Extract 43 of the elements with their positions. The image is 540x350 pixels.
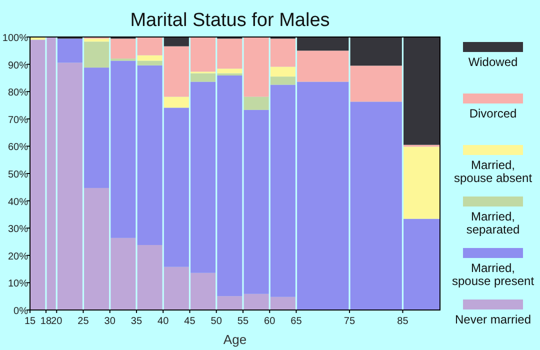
legend-label: Married, spouse present	[452, 261, 535, 288]
bar	[270, 66, 296, 77]
y-tick-label: 100%	[2, 33, 28, 44]
y-tick-label: 0%	[14, 306, 28, 317]
y-tick-label: 40%	[8, 196, 28, 208]
legend-label: Divorced	[469, 106, 517, 120]
y-tick-label: 80%	[8, 88, 28, 99]
bar	[110, 38, 136, 59]
bar	[270, 76, 296, 85]
x-tick-label: 35	[130, 316, 142, 327]
y-tick-label: 60%	[8, 142, 28, 154]
y-tick-label: 90%	[8, 60, 28, 72]
y-tick-label: 70%	[8, 114, 28, 126]
x-tick-label: 65	[290, 316, 302, 327]
bar	[137, 55, 162, 61]
bar	[84, 38, 110, 42]
legend-label: Married, spouse absent	[454, 158, 533, 185]
legend-label: Married, separated	[466, 210, 520, 236]
x-tick-label: 75	[344, 316, 356, 327]
bar	[164, 96, 189, 108]
x-tick-label: 18	[40, 316, 52, 327]
bar	[244, 96, 269, 110]
x-tick-label: 30	[104, 316, 116, 327]
x-tick-label: 60	[264, 316, 276, 327]
y-tick-label: 20%	[8, 251, 28, 262]
legend-label: Widowed	[468, 55, 518, 69]
legend-label: Never married	[454, 312, 532, 326]
x-tick-label: 85	[397, 316, 409, 327]
x-axis-title: Age	[223, 332, 247, 347]
x-tick-label: 55	[237, 316, 249, 327]
x-tick-label: 45	[184, 316, 196, 327]
x-tick-label: 40	[158, 316, 170, 327]
bar	[57, 38, 82, 63]
x-tick-label: 50	[210, 316, 222, 327]
chart-title: Marital Status for Males	[130, 10, 330, 31]
x-tick-label: 20	[51, 316, 63, 327]
x-tick-label: 15	[24, 316, 36, 327]
y-tick-label: 30%	[8, 224, 28, 236]
bar	[137, 60, 162, 66]
y-tick-label: 10%	[8, 278, 28, 290]
y-tick-label: 50%	[8, 170, 28, 180]
bar	[164, 37, 189, 46]
x-tick-label: 25	[78, 316, 90, 327]
